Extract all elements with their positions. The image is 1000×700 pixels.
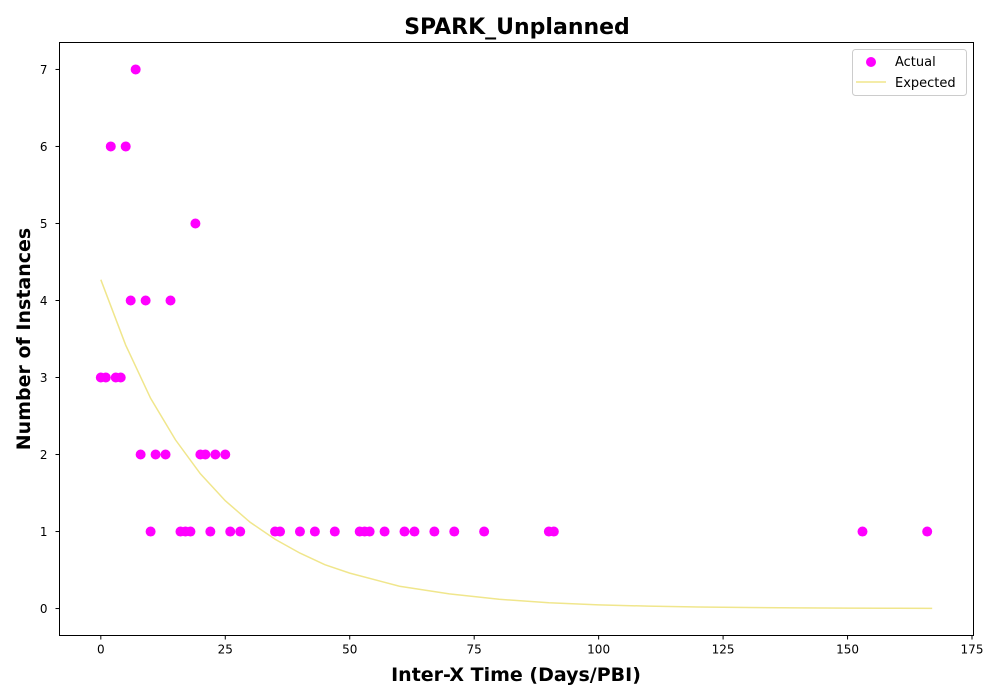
actual-point	[275, 526, 286, 537]
actual-point	[135, 449, 146, 460]
actual-point	[329, 526, 340, 537]
legend-expected-label: Expected	[895, 76, 956, 91]
x-tick-label: 50	[342, 643, 357, 657]
actual-point	[150, 449, 161, 460]
y-tick-label: 4	[40, 294, 48, 308]
actual-point	[120, 141, 131, 152]
x-tick-label: 150	[836, 643, 859, 657]
x-tick-label: 75	[467, 643, 482, 657]
y-tick-label: 3	[40, 371, 48, 385]
legend: Actual Expected	[852, 49, 967, 96]
actual-point	[449, 526, 460, 537]
x-axis: 0 25 50 75 100 125 150 175	[97, 635, 984, 657]
actual-point	[200, 449, 211, 460]
legend-actual-label: Actual	[895, 55, 936, 70]
x-tick-label: 175	[961, 643, 984, 657]
y-axis-title: Number of Instances	[13, 228, 35, 450]
actual-point	[235, 526, 246, 537]
axes-frame	[59, 42, 974, 636]
actual-point	[479, 526, 490, 537]
x-axis-title: Inter-X Time (Days/PBI)	[391, 664, 641, 686]
legend-box	[852, 49, 967, 96]
y-tick-label: 5	[40, 217, 48, 231]
actual-point	[145, 526, 156, 537]
actual-point	[399, 526, 410, 537]
expected-curve	[100, 279, 933, 610]
actual-point	[100, 372, 111, 383]
actual-point	[140, 295, 151, 306]
y-tick-label: 2	[40, 448, 48, 462]
actual-point	[160, 449, 171, 460]
actual-point	[225, 526, 236, 537]
x-tick-label: 100	[587, 643, 610, 657]
chart-title: SPARK_Unplanned	[404, 15, 630, 40]
x-tick-label: 25	[218, 643, 233, 657]
actual-point	[210, 449, 221, 460]
actual-point	[429, 526, 440, 537]
actual-point	[105, 141, 116, 152]
y-tick-label: 0	[40, 602, 48, 616]
y-tick-label: 1	[40, 525, 48, 539]
actual-point	[309, 526, 320, 537]
actual-point	[205, 526, 216, 537]
x-tick-label: 125	[712, 643, 735, 657]
actual-point	[364, 526, 375, 537]
actual-point	[190, 218, 201, 229]
actual-point	[409, 526, 420, 537]
y-tick-label: 7	[40, 63, 48, 77]
actual-point	[548, 526, 559, 537]
actual-point	[922, 526, 933, 537]
actual-point	[130, 64, 141, 75]
actual-point	[165, 295, 176, 306]
actual-point	[220, 449, 231, 460]
actual-point	[115, 372, 126, 383]
x-tick-label: 0	[97, 643, 105, 657]
actual-point	[125, 295, 136, 306]
actual-point	[857, 526, 868, 537]
actual-point	[379, 526, 390, 537]
legend-actual-marker	[866, 57, 876, 67]
plot-area	[95, 64, 933, 610]
y-tick-label: 6	[40, 140, 48, 154]
actual-point	[294, 526, 305, 537]
y-axis: 0 1 2 3 4 5 6 7	[40, 63, 60, 616]
actual-point	[185, 526, 196, 537]
